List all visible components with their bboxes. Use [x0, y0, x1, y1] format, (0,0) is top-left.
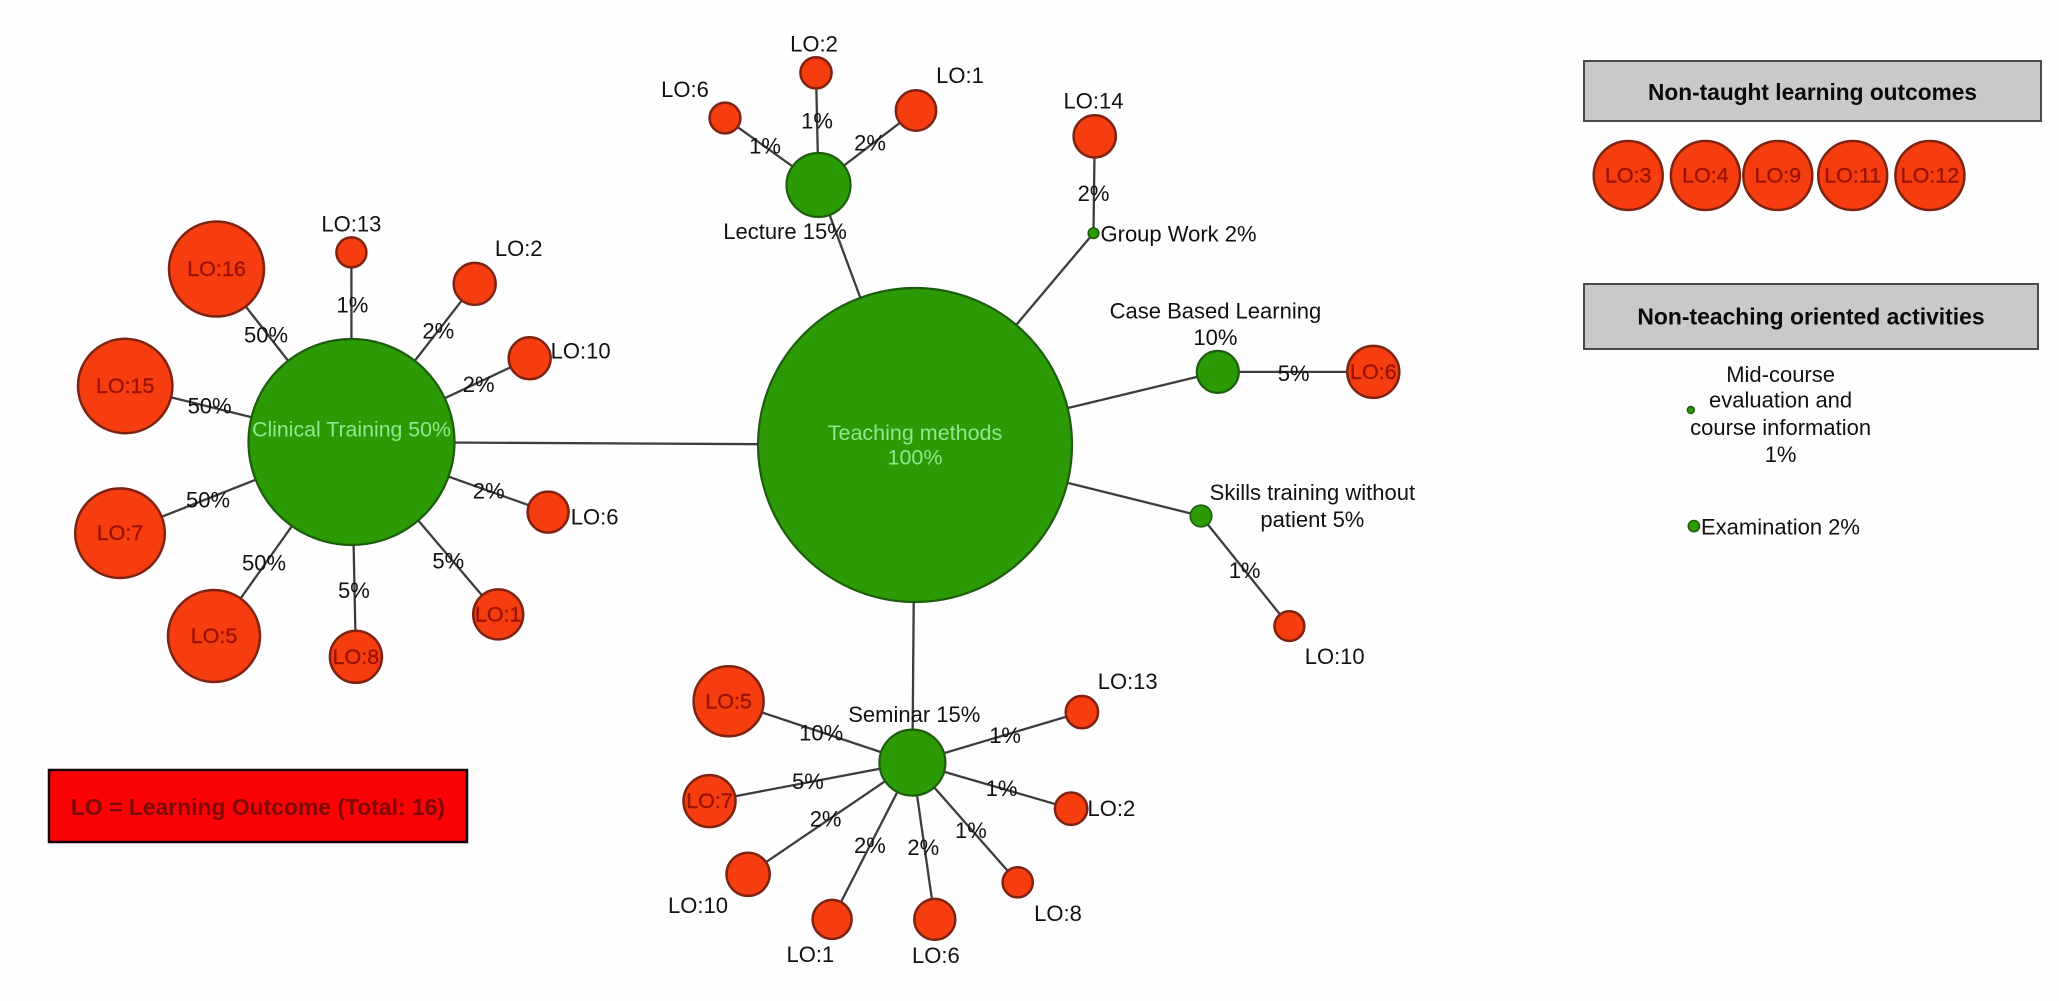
svg-text:5%: 5% [338, 578, 370, 603]
svg-text:LO:1: LO:1 [936, 63, 984, 88]
svg-text:1%: 1% [955, 818, 987, 843]
svg-text:patient 5%: patient 5% [1260, 507, 1364, 532]
svg-text:LO:5: LO:5 [191, 624, 238, 648]
svg-text:1%: 1% [749, 134, 781, 159]
svg-text:LO:11: LO:11 [1824, 164, 1881, 188]
svg-text:Non-teaching oriented activiti: Non-teaching oriented activities [1637, 304, 1984, 330]
svg-text:10%: 10% [1193, 325, 1237, 350]
svg-text:Non-taught learning outcomes: Non-taught learning outcomes [1648, 79, 1977, 105]
svg-text:Skills training without: Skills training without [1210, 480, 1415, 505]
svg-text:LO:7: LO:7 [97, 521, 144, 545]
svg-text:Case Based Learning: Case Based Learning [1110, 299, 1322, 324]
svg-text:LO:2: LO:2 [495, 236, 543, 261]
svg-text:50%: 50% [244, 323, 288, 348]
svg-text:LO:6: LO:6 [571, 505, 619, 530]
svg-text:LO:3: LO:3 [1605, 164, 1652, 188]
svg-text:2%: 2% [422, 318, 454, 343]
svg-text:LO:4: LO:4 [1682, 164, 1729, 188]
svg-text:LO:10: LO:10 [668, 893, 728, 918]
svg-text:Mid-course: Mid-course [1726, 362, 1835, 387]
svg-text:LO:8: LO:8 [1034, 901, 1082, 926]
svg-text:LO = Learning Outcome (Total:: LO = Learning Outcome (Total: 16) [71, 794, 445, 820]
svg-text:LO:2: LO:2 [790, 32, 838, 57]
svg-text:1%: 1% [1229, 558, 1261, 583]
svg-text:Seminar 15%: Seminar 15% [848, 702, 980, 727]
svg-text:2%: 2% [854, 131, 886, 156]
svg-text:10%: 10% [799, 721, 843, 746]
svg-text:LO:15: LO:15 [96, 374, 155, 398]
svg-text:2%: 2% [854, 833, 886, 858]
svg-text:2%: 2% [810, 807, 842, 832]
svg-text:LO:8: LO:8 [333, 645, 380, 669]
svg-text:5%: 5% [432, 549, 464, 574]
svg-text:50%: 50% [242, 550, 286, 575]
svg-text:5%: 5% [1278, 361, 1310, 386]
svg-text:1%: 1% [337, 292, 369, 317]
svg-text:5%: 5% [792, 769, 824, 794]
svg-text:LO:10: LO:10 [1305, 644, 1365, 669]
svg-text:LO:16: LO:16 [187, 257, 246, 281]
svg-text:LO:14: LO:14 [1064, 89, 1124, 114]
svg-text:1%: 1% [801, 109, 833, 134]
svg-text:2%: 2% [1078, 181, 1110, 206]
svg-text:LO:6: LO:6 [661, 77, 709, 102]
svg-text:Examination 2%: Examination 2% [1701, 514, 1860, 539]
svg-text:2%: 2% [907, 835, 939, 860]
svg-text:2%: 2% [473, 479, 505, 504]
svg-text:LO:10: LO:10 [551, 338, 611, 363]
svg-text:LO:6: LO:6 [1350, 360, 1397, 384]
svg-text:LO:1: LO:1 [787, 942, 835, 967]
svg-text:LO:13: LO:13 [321, 212, 381, 237]
svg-text:1%: 1% [986, 776, 1018, 801]
svg-text:LO:12: LO:12 [1901, 164, 1960, 188]
svg-text:50%: 50% [188, 394, 232, 419]
svg-text:LO:9: LO:9 [1754, 164, 1801, 188]
svg-text:LO:13: LO:13 [1098, 669, 1158, 694]
svg-text:2%: 2% [463, 372, 495, 397]
svg-text:Clinical Training 50%: Clinical Training 50% [252, 418, 451, 442]
svg-text:50%: 50% [186, 488, 230, 513]
svg-text:Lecture 15%: Lecture 15% [723, 219, 847, 244]
svg-text:1%: 1% [989, 723, 1021, 748]
svg-text:course information: course information [1690, 415, 1871, 440]
svg-text:LO:5: LO:5 [705, 689, 752, 713]
svg-text:1%: 1% [1765, 442, 1797, 467]
svg-text:LO:7: LO:7 [686, 789, 733, 813]
svg-text:evaluation and: evaluation and [1709, 388, 1852, 413]
svg-text:LO:1: LO:1 [475, 602, 522, 626]
svg-text:LO:2: LO:2 [1088, 796, 1136, 821]
svg-text:Teaching methods: Teaching methods [828, 421, 1003, 445]
svg-text:LO:6: LO:6 [912, 943, 960, 968]
svg-text:100%: 100% [888, 446, 943, 470]
svg-text:Group Work 2%: Group Work 2% [1101, 221, 1257, 246]
